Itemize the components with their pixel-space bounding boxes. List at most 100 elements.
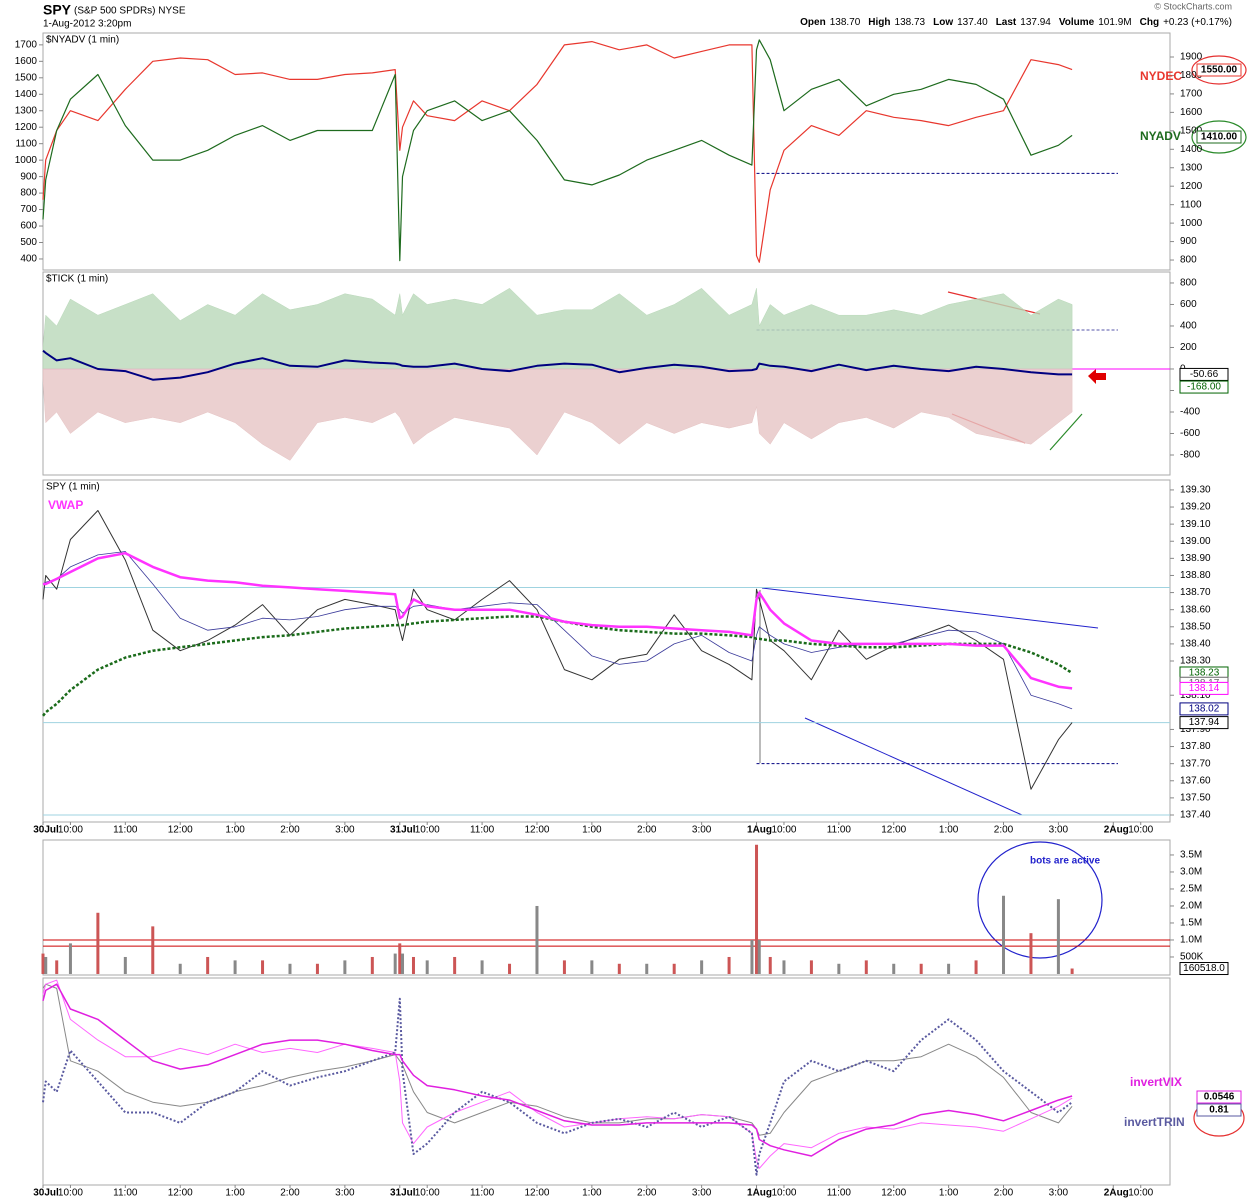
badge-label: 0.81 xyxy=(1209,1105,1229,1116)
y-tick-label: 1200 xyxy=(15,122,38,133)
y-tick-label: 1.5M xyxy=(1180,918,1202,929)
badge xyxy=(1196,130,1242,144)
y-tick-label: 600 xyxy=(1180,299,1197,310)
series-line xyxy=(42,349,1073,381)
volume-bar xyxy=(562,960,566,974)
volume-bar xyxy=(233,960,237,974)
series-line xyxy=(42,39,1073,262)
y-tick-label: 1000 xyxy=(15,155,38,166)
series-line xyxy=(42,615,1073,717)
x-tick-label: 10:00 xyxy=(771,825,796,836)
badge-ring xyxy=(1191,55,1247,85)
x-tick-label: 1:00 xyxy=(582,825,602,836)
volume-bar xyxy=(480,960,484,974)
last-value-box xyxy=(1179,962,1229,976)
x-tick-label: 1Aug xyxy=(747,825,772,836)
x-tick-label: 12:00 xyxy=(168,825,193,836)
y-tick-label: 1400 xyxy=(15,89,38,100)
volume-bar xyxy=(425,960,429,974)
last-value-box xyxy=(1179,380,1229,394)
x-tick-label: 3:00 xyxy=(692,825,712,836)
volume-bar xyxy=(590,960,594,974)
x-tick-label: 2:00 xyxy=(994,1188,1014,1199)
annotation: bots are active xyxy=(1030,856,1100,867)
volume-bar xyxy=(645,963,649,974)
y-tick-label: 1500 xyxy=(1180,125,1203,136)
y-tick-label: 138.90 xyxy=(1180,553,1211,564)
x-tick-label: 3:00 xyxy=(1049,1188,1069,1199)
y-tick-label: 400 xyxy=(1180,321,1197,332)
quote-value: 137.94 xyxy=(1020,17,1051,28)
y-tick-label: 137.70 xyxy=(1180,758,1211,769)
volume-bar xyxy=(837,963,841,974)
x-tick-label: 3:00 xyxy=(335,825,355,836)
y-tick-label: 2.5M xyxy=(1180,884,1202,895)
x-tick-label: 1Aug xyxy=(747,1188,772,1199)
volume-bar xyxy=(757,939,761,974)
series-line xyxy=(42,997,1073,1176)
y-tick-label: 1700 xyxy=(15,39,38,50)
volume-bar xyxy=(809,960,813,974)
volume-bar xyxy=(768,956,772,974)
x-tick-label: 10:00 xyxy=(58,1188,83,1199)
y-tick-label: 137.90 xyxy=(1180,724,1211,735)
x-tick-label: 2:00 xyxy=(994,825,1014,836)
x-tick-label: 10:00 xyxy=(771,1188,796,1199)
y-tick-label: 138.70 xyxy=(1180,587,1211,598)
x-tick-label: 11:00 xyxy=(827,825,852,836)
badge xyxy=(1196,1090,1242,1104)
volume-bar xyxy=(41,953,45,974)
volume-bar xyxy=(700,960,704,974)
quote-label: Last xyxy=(996,17,1017,28)
volume-bar xyxy=(315,963,319,974)
volume-bar xyxy=(261,960,265,974)
x-tick-label: 3:00 xyxy=(335,1188,355,1199)
legend-label: VWAP xyxy=(48,498,83,512)
volume-bar xyxy=(508,963,512,974)
y-tick-label: 1800 xyxy=(1180,70,1203,81)
credit: © StockCharts.com xyxy=(1154,1,1232,11)
last-value-label: 160518.0 xyxy=(1183,963,1225,974)
y-tick-label: 1000 xyxy=(1180,218,1203,229)
y-tick-label: 1500 xyxy=(15,72,38,83)
x-tick-label: 11:00 xyxy=(113,825,138,836)
x-tick-label: 12:00 xyxy=(524,825,549,836)
badge-label: 0.0546 xyxy=(1204,1092,1235,1103)
y-tick-label: 800 xyxy=(20,188,37,199)
x-tick-label: 10:00 xyxy=(1128,825,1153,836)
y-tick-label: 1600 xyxy=(15,56,38,67)
legend-label: NYDEC xyxy=(1140,69,1182,83)
volume-bar xyxy=(755,844,759,974)
y-tick-label: 139.30 xyxy=(1180,485,1211,496)
last-value-label: 138.14 xyxy=(1189,683,1220,694)
y-tick-label: 1300 xyxy=(1180,162,1203,173)
x-tick-label: 1:00 xyxy=(939,825,959,836)
y-tick-label: 500 xyxy=(20,237,37,248)
trend-line xyxy=(761,587,1099,629)
x-tick-label: 2:00 xyxy=(637,1188,657,1199)
x-tick-label: 1:00 xyxy=(225,1188,245,1199)
volume-bar xyxy=(1029,933,1033,974)
y-tick-label: 900 xyxy=(1180,236,1197,247)
x-tick-label: 10:00 xyxy=(415,825,440,836)
quote-line: Open 138.70 High 138.73 Low 137.40 Last 137.94 V… xyxy=(800,17,1232,28)
volume-bar xyxy=(453,956,457,974)
volume-bar xyxy=(727,956,731,974)
x-tick-label: 2:00 xyxy=(280,825,300,836)
volume-bar xyxy=(535,905,539,974)
volume-bar xyxy=(393,953,397,974)
x-tick-label: 11:00 xyxy=(470,825,495,836)
volume-bar xyxy=(1002,895,1006,974)
panel-title: $TICK (1 min) xyxy=(46,274,108,285)
badge-ring xyxy=(1191,120,1247,154)
quote-label: High xyxy=(868,17,890,28)
last-value-label: 137.94 xyxy=(1189,717,1220,728)
volume-bar xyxy=(411,956,415,974)
y-tick-label: -800 xyxy=(1180,450,1200,461)
quote-value: 137.40 xyxy=(957,17,988,28)
x-tick-label: 2:00 xyxy=(280,1188,300,1199)
volume-bar xyxy=(96,912,100,974)
volume-bar xyxy=(919,963,923,974)
panel-title: SPY (1 min) xyxy=(46,482,100,493)
